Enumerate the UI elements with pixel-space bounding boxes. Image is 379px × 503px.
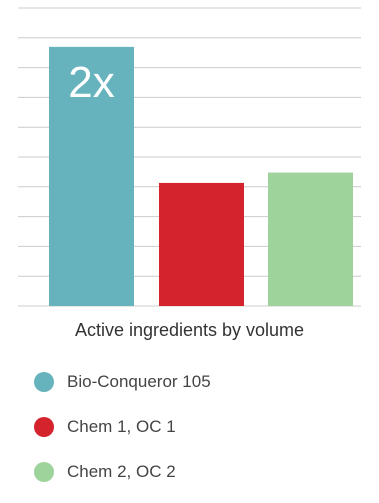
legend-swatch-chem-2 [34, 462, 54, 482]
legend-label-chem-2: Chem 2, OC 2 [67, 462, 176, 481]
legend-label-chem-1: Chem 1, OC 1 [67, 417, 176, 436]
bar-chart: 2x [18, 7, 361, 307]
x-axis-label: Active ingredients by volume [74, 320, 305, 340]
legend: Bio-Conqueror 105 Chem 1, OC 1 Chem 2, O… [34, 368, 211, 503]
legend-label-bio-conqueror: Bio-Conqueror 105 [67, 372, 211, 391]
legend-swatch-chem-1 [34, 417, 54, 437]
legend-item-chem-2: Chem 2, OC 2 [34, 458, 211, 486]
bars [49, 46, 353, 306]
legend-item-chem-1: Chem 1, OC 1 [34, 413, 211, 441]
bar-annotation-2x: 2x [68, 58, 114, 107]
legend-item-bio-conqueror: Bio-Conqueror 105 [34, 368, 211, 396]
annotations: 2x [68, 58, 114, 107]
bar-bio-conqueror-105 [49, 46, 134, 306]
legend-swatch-bio-conqueror [34, 372, 54, 392]
bar-chem-2-oc-2 [268, 172, 353, 306]
bar-chem-1-oc-1 [159, 182, 244, 306]
